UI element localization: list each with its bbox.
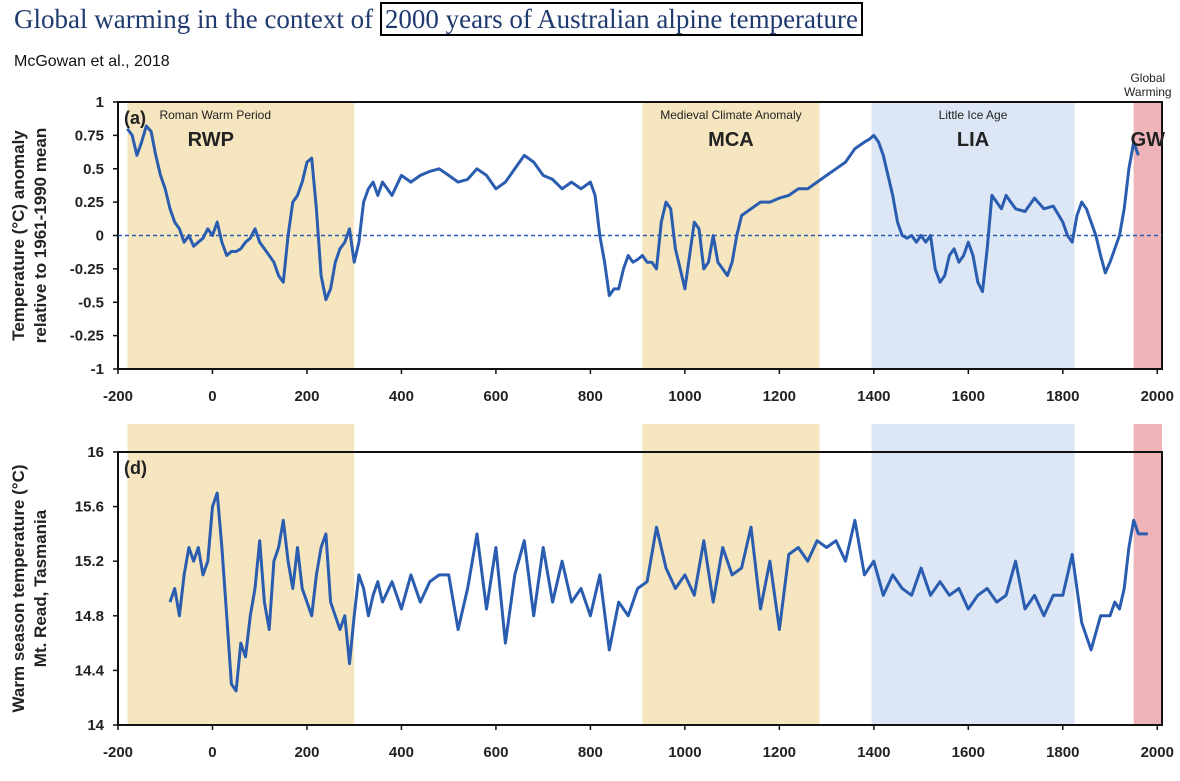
x-tick-label: 1800	[1046, 388, 1079, 405]
y-tick-label: -0.25	[70, 328, 104, 345]
plot-frame	[117, 451, 1163, 726]
x-tick-label: 1800	[1046, 744, 1079, 761]
y-axis-label-line2: relative to 1961-1990 mean	[31, 128, 50, 343]
x-tick-label: -200	[103, 388, 133, 405]
title-prefix: Global warming in the context of	[14, 4, 380, 34]
y-tick-label: 14.8	[75, 608, 104, 625]
x-tick-label: 1400	[857, 388, 890, 405]
x-tick-label: 0	[208, 744, 216, 761]
y-tick-label: 16	[87, 444, 104, 461]
x-tick-label: 600	[483, 744, 508, 761]
x-tick-label: 800	[578, 744, 603, 761]
y-tick-label: 14.4	[75, 662, 105, 679]
period-abbr-gw: GW	[1131, 129, 1166, 151]
y-tick-label: 15.2	[75, 553, 104, 570]
y-tick-label: 0.5	[83, 161, 104, 178]
period-label-rwp: Roman Warm Period	[159, 108, 271, 122]
period-abbr-mca: MCA	[708, 129, 754, 151]
x-tick-label: 1000	[668, 388, 701, 405]
period-abbr-rwp: RWP	[188, 129, 234, 151]
x-tick-label: 800	[578, 388, 603, 405]
x-tick-label: 400	[389, 744, 414, 761]
period-band-rwp	[127, 424, 355, 725]
x-tick-label: 200	[294, 388, 319, 405]
x-tick-label: -200	[103, 744, 133, 761]
temperature-series-line	[126, 124, 1140, 302]
y-axis-label-line2: Mt. Read, Tasmania	[31, 509, 50, 667]
panel-label: (d)	[124, 458, 147, 478]
period-abbr-lia: LIA	[957, 129, 989, 151]
period-band-gw	[1133, 424, 1162, 725]
page-title: Global warming in the context of 2000 ye…	[14, 2, 864, 36]
x-tick-label: 0	[208, 388, 216, 405]
y-tick-label: 15.6	[75, 499, 104, 516]
y-tick-label: -0.25	[70, 261, 104, 278]
y-axis-label-line1: Temperature (°C) anomaly	[9, 130, 28, 341]
x-tick-label: 2000	[1141, 744, 1174, 761]
y-tick-label: 0.75	[75, 127, 104, 144]
y-tick-label: 14	[87, 717, 104, 734]
x-tick-label: 1200	[763, 744, 796, 761]
x-tick-label: 1400	[857, 744, 890, 761]
y-tick-label: 1	[96, 94, 104, 111]
temperature-series-line	[168, 491, 1148, 693]
x-tick-label: 200	[294, 744, 319, 761]
period-band-lia	[871, 424, 1075, 725]
y-axis-label-line1: Warm season temperature (°C)	[9, 464, 28, 712]
x-tick-label: 1600	[952, 744, 985, 761]
period-label-lia: Little Ice Age	[939, 108, 1008, 122]
x-tick-label: 600	[483, 388, 508, 405]
x-tick-label: 1000	[668, 744, 701, 761]
y-tick-label: 0	[96, 228, 104, 245]
chart-panel-1: -1 -0.25 -0.5 -0.25 0 0.25 0.5 0.75 1 -200 0 200 400…	[9, 71, 1174, 405]
x-tick-label: 1200	[763, 388, 796, 405]
y-tick-label: -1	[91, 361, 104, 378]
page-subtitle: McGowan et al., 2018	[14, 53, 170, 70]
x-tick-label: 1600	[952, 388, 985, 405]
title-boxed: 2000 years of Australian alpine temperat…	[379, 2, 864, 36]
period-label-mca: Medieval Climate Anomaly	[660, 108, 801, 122]
x-tick-label: 400	[389, 388, 414, 405]
period-label-gw-line1: Global	[1130, 71, 1165, 85]
y-tick-label: -0.5	[78, 294, 104, 311]
y-tick-label: 0.25	[75, 194, 104, 211]
chart-panel-2: 14 14.4 14.8 15.2 15.6 16 -200 0 200 400 600 800 100…	[9, 424, 1174, 761]
x-tick-label: 2000	[1141, 388, 1174, 405]
panel-label: (a)	[124, 108, 146, 128]
period-label-gw-line2: Warming	[1124, 85, 1172, 99]
